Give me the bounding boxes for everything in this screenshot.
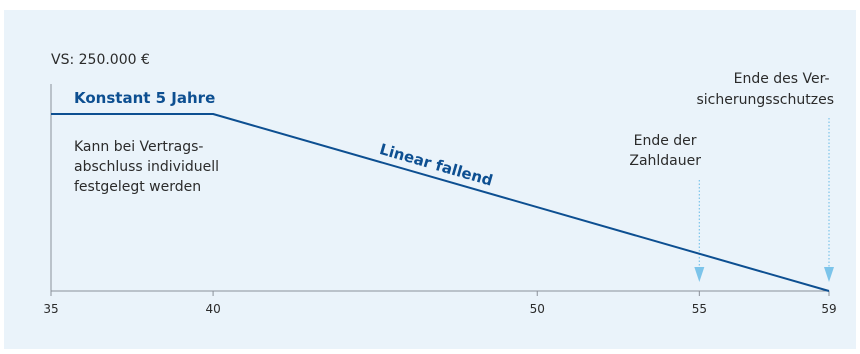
- linear-phase-label: Linear fallend: [378, 140, 495, 190]
- coverage-end-label: Ende des Ver- sicherungsschutzes: [696, 71, 834, 108]
- insured-sum-line: [51, 113, 830, 292]
- y-caption: VS: 250.000 €: [51, 52, 150, 68]
- marker-arrow-55: [694, 267, 705, 282]
- coverage-end-label-line-2: sicherungsschutzes: [696, 92, 834, 108]
- x-tick-label-55: 55: [692, 302, 707, 316]
- payment-end-label-line-2: Zahldauer: [629, 153, 701, 169]
- chart-panel: VS: 250.000 € 35 40 50 55 59 Konstant 5 Jahr…: [4, 10, 856, 349]
- x-tick-layer: 35 40 50 55 59: [43, 291, 837, 316]
- x-tick-label-50: 50: [530, 302, 545, 316]
- marker-arrow-59: [824, 267, 834, 282]
- marker-layer: [694, 118, 834, 282]
- payment-end-label: Ende der Zahldauer: [629, 133, 701, 169]
- decreasing-term-insurance-chart: VS: 250.000 € 35 40 50 55 59 Konstant 5 Jahr…: [43, 52, 837, 316]
- constant-phase-label: Konstant 5 Jahre: [74, 89, 215, 107]
- constant-phase-note-line-2: abschluss individuell: [74, 159, 219, 175]
- constant-phase-note: Kann bei Vertrags- abschluss individuell…: [74, 139, 223, 195]
- payment-end-label-line-1: Ende der: [634, 133, 697, 149]
- x-tick-label-40: 40: [205, 302, 220, 316]
- x-tick-label-35: 35: [43, 302, 58, 316]
- coverage-end-label-line-1: Ende des Ver-: [734, 71, 830, 87]
- x-tick-label-59: 59: [821, 302, 836, 316]
- constant-phase-note-line-3: festgelegt werden: [74, 179, 201, 195]
- constant-phase-note-line-1: Kann bei Vertrags-: [74, 139, 203, 155]
